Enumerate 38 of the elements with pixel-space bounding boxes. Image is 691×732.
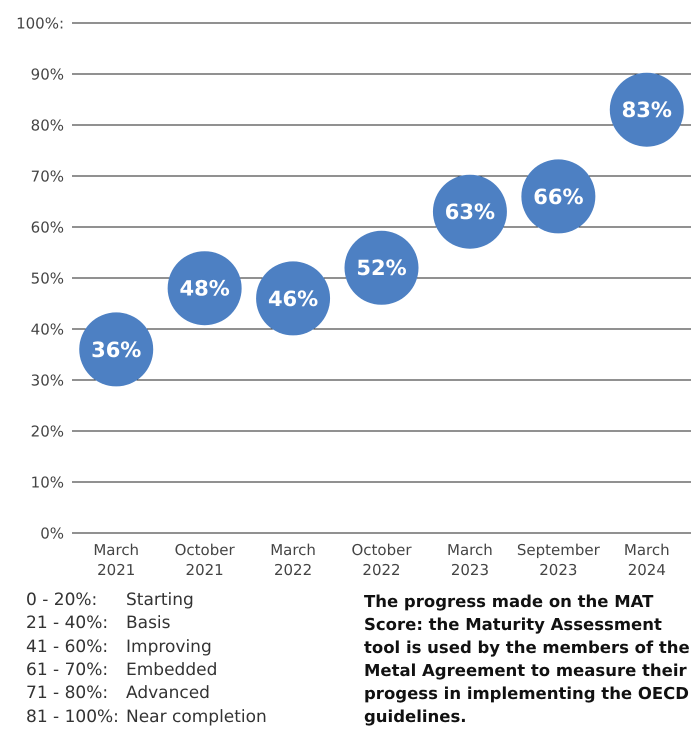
y-tick-label: 40%: [30, 320, 64, 338]
data-label: 48%: [180, 276, 230, 301]
y-tick-label: 90%: [30, 65, 64, 84]
data-label: 36%: [91, 338, 142, 362]
text: 21 - 40%:: [26, 613, 110, 635]
text: 61 - 70%:: [26, 660, 110, 682]
x-tick-label: September 2023: [516, 541, 601, 579]
data-label: 46%: [268, 286, 318, 311]
text: Near completion: [126, 706, 268, 728]
text: 41 - 60%:: [26, 636, 110, 658]
data-label: 66%: [533, 184, 584, 209]
y-tick-label: 20%: [30, 422, 64, 440]
data-label: 52%: [356, 256, 407, 280]
data-label: 83%: [622, 98, 672, 122]
text: 71 - 80%:: [26, 683, 110, 705]
y-tick-label: 100%:: [16, 14, 64, 32]
text: 0 - 20%:: [26, 590, 98, 612]
y-tick-label: 30%: [30, 371, 64, 390]
text: 81 - 100%:: [26, 706, 120, 728]
y-tick-label: 70%: [30, 167, 64, 186]
text: The progress made on the MAT Score: the Maturity Assessment tool is used by the members of the Metal Agreement to measure their progess in implementing the OECD guidelines.: [364, 591, 691, 728]
data-label: 63%: [444, 200, 496, 224]
text: Starting: [126, 590, 195, 612]
x-tick-label: March 2022: [270, 541, 316, 579]
text: Embedded: [126, 660, 218, 682]
text: Improving: [126, 636, 213, 658]
text: Basis: [126, 613, 172, 635]
text: Advanced: [126, 683, 211, 705]
y-tick-label: 50%: [30, 269, 64, 288]
y-tick-label: 60%: [30, 218, 64, 236]
x-tick-label: March 2021: [93, 541, 140, 579]
x-tick-label: October 2022: [351, 541, 412, 579]
x-tick-label: March 2024: [624, 541, 670, 579]
x-tick-label: March 2023: [447, 541, 493, 579]
y-tick-label: 80%: [30, 116, 64, 134]
y-tick-label: 10%: [30, 473, 64, 492]
x-tick-label: October 2021: [174, 541, 236, 579]
y-tick-label: 0%: [40, 524, 64, 542]
